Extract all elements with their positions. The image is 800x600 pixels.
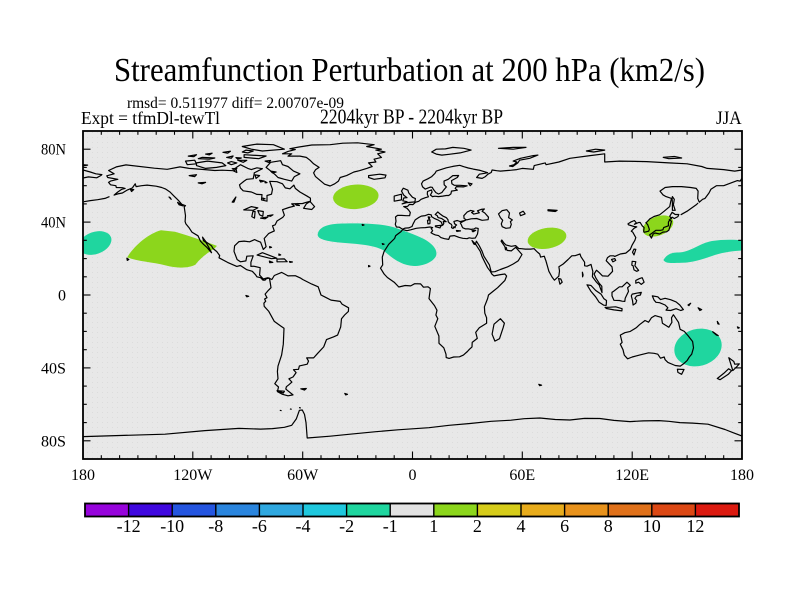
svg-text:1: 1 [429, 516, 438, 536]
svg-text:40N: 40N [41, 215, 66, 232]
svg-text:6: 6 [560, 516, 569, 536]
svg-text:JJA: JJA [716, 108, 742, 129]
svg-text:120E: 120E [615, 467, 649, 484]
svg-text:Streamfunction Perturbation at: Streamfunction Perturbation at 200 hPa (… [114, 52, 705, 89]
svg-text:-6: -6 [252, 516, 267, 536]
svg-text:180: 180 [730, 467, 754, 484]
svg-text:80S: 80S [41, 433, 66, 450]
svg-text:-12: -12 [117, 516, 141, 536]
svg-text:rmsd= 0.511977 diff= 2.00707e-: rmsd= 0.511977 diff= 2.00707e-09 [127, 95, 344, 112]
svg-text:-2: -2 [339, 516, 354, 536]
svg-text:40S: 40S [41, 360, 66, 377]
svg-text:-8: -8 [208, 516, 223, 536]
svg-text:-1: -1 [383, 516, 398, 536]
svg-text:8: 8 [604, 516, 613, 536]
svg-text:60W: 60W [287, 467, 319, 484]
svg-text:80N: 80N [41, 142, 66, 159]
svg-text:4: 4 [517, 516, 526, 536]
svg-text:180: 180 [71, 467, 95, 484]
svg-text:-10: -10 [160, 516, 184, 536]
svg-text:0: 0 [409, 467, 417, 484]
svg-text:60E: 60E [509, 467, 535, 484]
svg-text:10: 10 [643, 516, 661, 536]
svg-text:0: 0 [58, 288, 66, 305]
svg-text:120W: 120W [173, 467, 213, 484]
svg-text:2204kyr BP - 2204kyr BP: 2204kyr BP - 2204kyr BP [320, 105, 503, 129]
svg-text:2: 2 [473, 516, 482, 536]
svg-text:Expt = tfmDl-tewTl: Expt = tfmDl-tewTl [81, 108, 220, 128]
svg-text:-4: -4 [296, 516, 311, 536]
svg-text:12: 12 [686, 516, 704, 536]
